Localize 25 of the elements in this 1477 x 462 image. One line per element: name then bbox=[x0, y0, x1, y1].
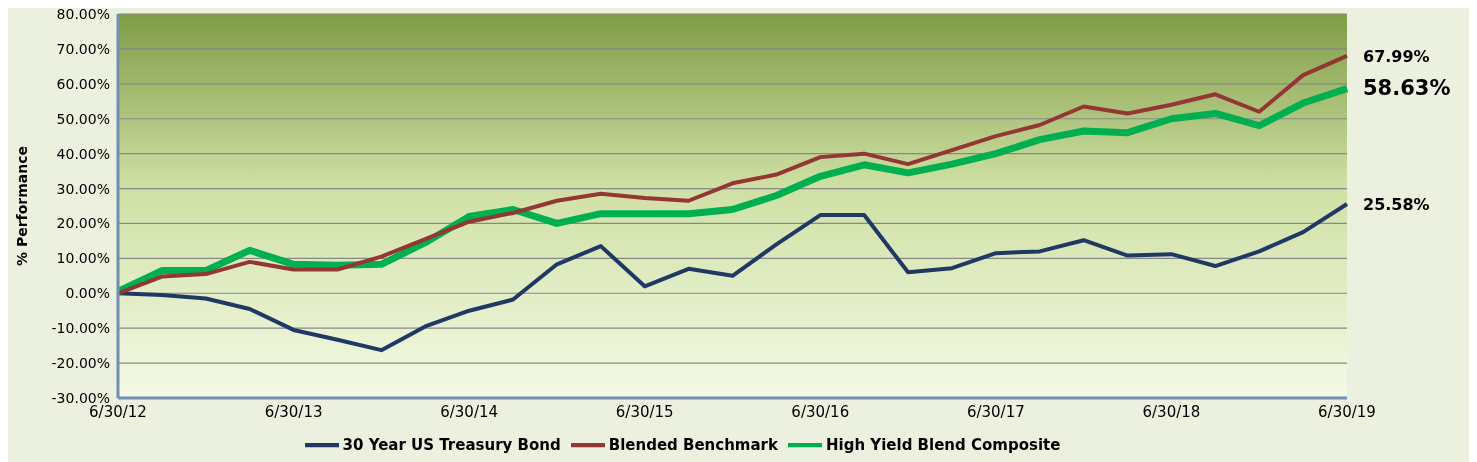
x-tick-label: 6/30/14 bbox=[440, 402, 499, 421]
x-tick-label: 6/30/13 bbox=[264, 402, 323, 421]
y-tick-label: 20.00% bbox=[56, 215, 110, 232]
x-tick-label: 6/30/15 bbox=[615, 402, 674, 421]
y-tick-label: 10.00% bbox=[56, 250, 110, 267]
y-tick-label: 40.00% bbox=[56, 145, 110, 162]
y-tick-label: 60.00% bbox=[56, 75, 110, 92]
data-label: 58.63% bbox=[1363, 75, 1451, 100]
data-label: 67.99% bbox=[1363, 46, 1430, 66]
y-tick-label: 80.00% bbox=[56, 5, 110, 22]
data-label: 25.58% bbox=[1363, 194, 1430, 214]
legend-label: High Yield Blend Composite bbox=[826, 435, 1061, 454]
legend-label: 30 Year US Treasury Bond bbox=[342, 435, 561, 454]
y-tick-label: -10.00% bbox=[51, 320, 110, 337]
y-tick-label: 30.00% bbox=[56, 180, 110, 197]
legend-label: Blended Benchmark bbox=[608, 435, 778, 454]
x-tick-label: 6/30/17 bbox=[966, 402, 1025, 421]
x-tick-label: 6/30/19 bbox=[1318, 402, 1376, 421]
y-tick-label: 0.00% bbox=[65, 285, 110, 302]
x-tick-label: 6/30/16 bbox=[791, 402, 850, 421]
y-tick-label: 70.00% bbox=[56, 40, 110, 57]
y-axis-title: % Performance bbox=[13, 146, 30, 266]
y-tick-label: 50.00% bbox=[56, 110, 110, 127]
y-tick-label: -20.00% bbox=[51, 355, 110, 372]
x-tick-label: 6/30/18 bbox=[1142, 402, 1201, 421]
